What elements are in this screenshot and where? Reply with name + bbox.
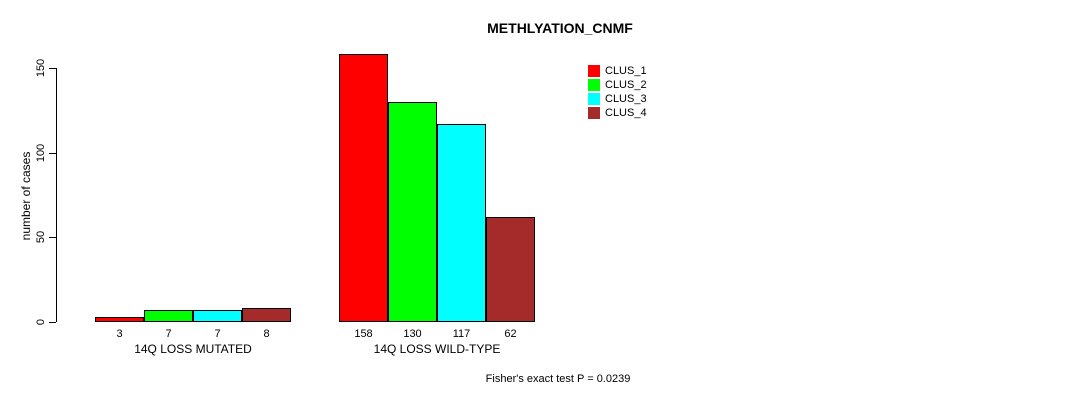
- legend-label: CLUS_4: [605, 107, 647, 119]
- category-label: 14Q LOSS MUTATED: [134, 342, 252, 356]
- y-axis-label: number of cases: [19, 151, 33, 241]
- y-tick-label: 0: [35, 318, 47, 326]
- bar: [388, 102, 437, 322]
- bar-value-label: 62: [504, 328, 517, 340]
- y-tick-label: 50: [35, 230, 47, 244]
- bar: [95, 317, 144, 322]
- bar: [437, 124, 486, 322]
- y-tick-label: 150: [35, 58, 47, 78]
- legend-item: CLUS_3: [588, 93, 647, 105]
- bar: [339, 54, 388, 322]
- bar-value-label: 7: [214, 328, 221, 340]
- legend-swatch: [588, 107, 600, 119]
- y-tick: [49, 322, 56, 323]
- bar: [486, 217, 535, 322]
- y-axis-line: [56, 68, 57, 322]
- y-tick: [49, 237, 56, 238]
- legend-swatch: [588, 93, 600, 105]
- y-tick: [49, 153, 56, 154]
- bar: [242, 308, 291, 322]
- y-tick: [49, 68, 56, 69]
- bar-value-label: 158: [354, 328, 373, 340]
- legend-label: CLUS_1: [605, 65, 647, 77]
- bar-value-label: 8: [263, 328, 270, 340]
- bar: [144, 310, 193, 322]
- annotation-text: Fisher's exact test P = 0.0239: [485, 373, 631, 385]
- y-tick-label: 100: [35, 143, 47, 163]
- legend-swatch: [588, 65, 600, 77]
- legend-item: CLUS_1: [588, 65, 647, 77]
- legend-label: CLUS_2: [605, 79, 647, 91]
- legend-item: CLUS_2: [588, 79, 647, 91]
- category-label: 14Q LOSS WILD-TYPE: [373, 342, 501, 356]
- legend-label: CLUS_3: [605, 93, 647, 105]
- bar: [193, 310, 242, 322]
- bar-value-label: 130: [403, 328, 422, 340]
- legend-swatch: [588, 79, 600, 91]
- legend-item: CLUS_4: [588, 107, 647, 119]
- chart-title: METHLYATION_CNMF: [487, 20, 633, 36]
- bar-value-label: 117: [452, 328, 471, 340]
- bar-value-label: 3: [116, 328, 123, 340]
- bar-value-label: 7: [165, 328, 172, 340]
